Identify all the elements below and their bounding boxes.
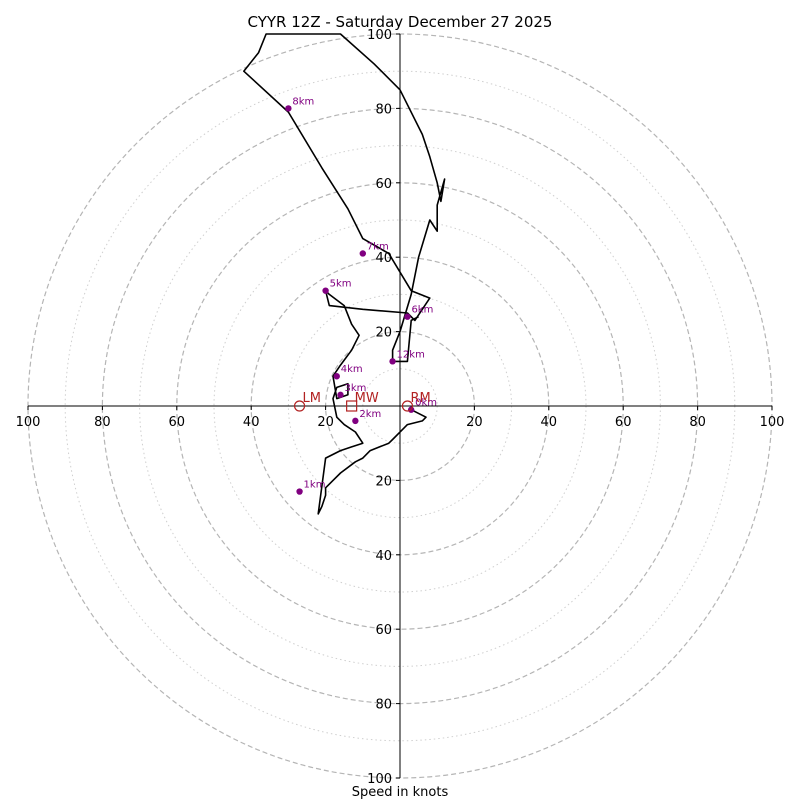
storm-motion-label: MW [355, 391, 379, 406]
height-marker-dot [359, 250, 366, 257]
x-tick-label: 60 [169, 415, 186, 430]
storm-motion-markers: RM LM MW [293, 391, 431, 412]
axis-ticks: 100 80 60 40 20 20 40 60 80 100 100 80 60 40 20 20 40 60 8… [16, 28, 785, 787]
chart-title: CYYR 12Z - Saturday December 27 2025 [248, 13, 553, 31]
height-marker-label: 2km [359, 409, 381, 420]
y-tick-label: 20 [375, 326, 392, 341]
height-markers: 0km 1km 2km 3km 4km 5km 6km 7km 8km 12km [285, 96, 437, 495]
height-marker-label: 3km [344, 383, 366, 394]
y-tick-label: 80 [375, 698, 392, 713]
x-tick-label: 40 [243, 415, 260, 430]
x-tick-label: 40 [541, 415, 558, 430]
x-tick-label: 20 [466, 415, 483, 430]
height-marker-dot [285, 105, 292, 112]
height-marker-label: 8km [292, 96, 314, 107]
hodograph-trace [243, 33, 446, 515]
y-tick-label: 60 [375, 623, 392, 638]
height-marker-label: 4km [341, 364, 363, 375]
height-marker-label: 5km [330, 279, 352, 290]
height-marker-label: 1km [304, 480, 326, 491]
y-tick-label: 100 [367, 28, 392, 43]
height-marker-dot [352, 417, 359, 425]
storm-motion-label: RM [410, 391, 430, 406]
storm-motion-label: LM [303, 391, 321, 406]
height-marker-label: 12km [397, 349, 425, 360]
height-marker-label: 6km [411, 305, 433, 316]
y-tick-label: 20 [375, 474, 392, 489]
hodograph-line [243, 33, 446, 515]
height-marker-dot [322, 287, 329, 294]
x-tick-label: 80 [689, 415, 706, 430]
x-tick-label: 100 [760, 415, 785, 430]
height-marker-dot [404, 313, 411, 320]
y-tick-label: 40 [375, 251, 392, 266]
x-tick-label: 80 [94, 415, 111, 430]
x-tick-label: 100 [16, 415, 41, 430]
height-marker-dot [337, 391, 344, 399]
y-tick-label: 40 [375, 549, 392, 564]
axes [28, 34, 772, 778]
x-tick-label: 20 [317, 415, 334, 430]
height-marker-label: 7km [367, 241, 389, 252]
y-tick-label: 60 [375, 177, 392, 192]
y-tick-label: 100 [367, 772, 392, 787]
x-axis-label: Speed in knots [352, 785, 449, 800]
height-marker-dot [389, 358, 396, 365]
mean-wind-marker [346, 400, 358, 412]
x-tick-label: 60 [615, 415, 632, 430]
height-marker-dot [333, 373, 340, 380]
storm-motion-marker [401, 400, 414, 412]
height-marker-dot [296, 488, 303, 495]
y-tick-label: 80 [375, 102, 392, 117]
storm-motion-marker [293, 400, 306, 412]
height-marker-label: 0km [415, 398, 437, 409]
